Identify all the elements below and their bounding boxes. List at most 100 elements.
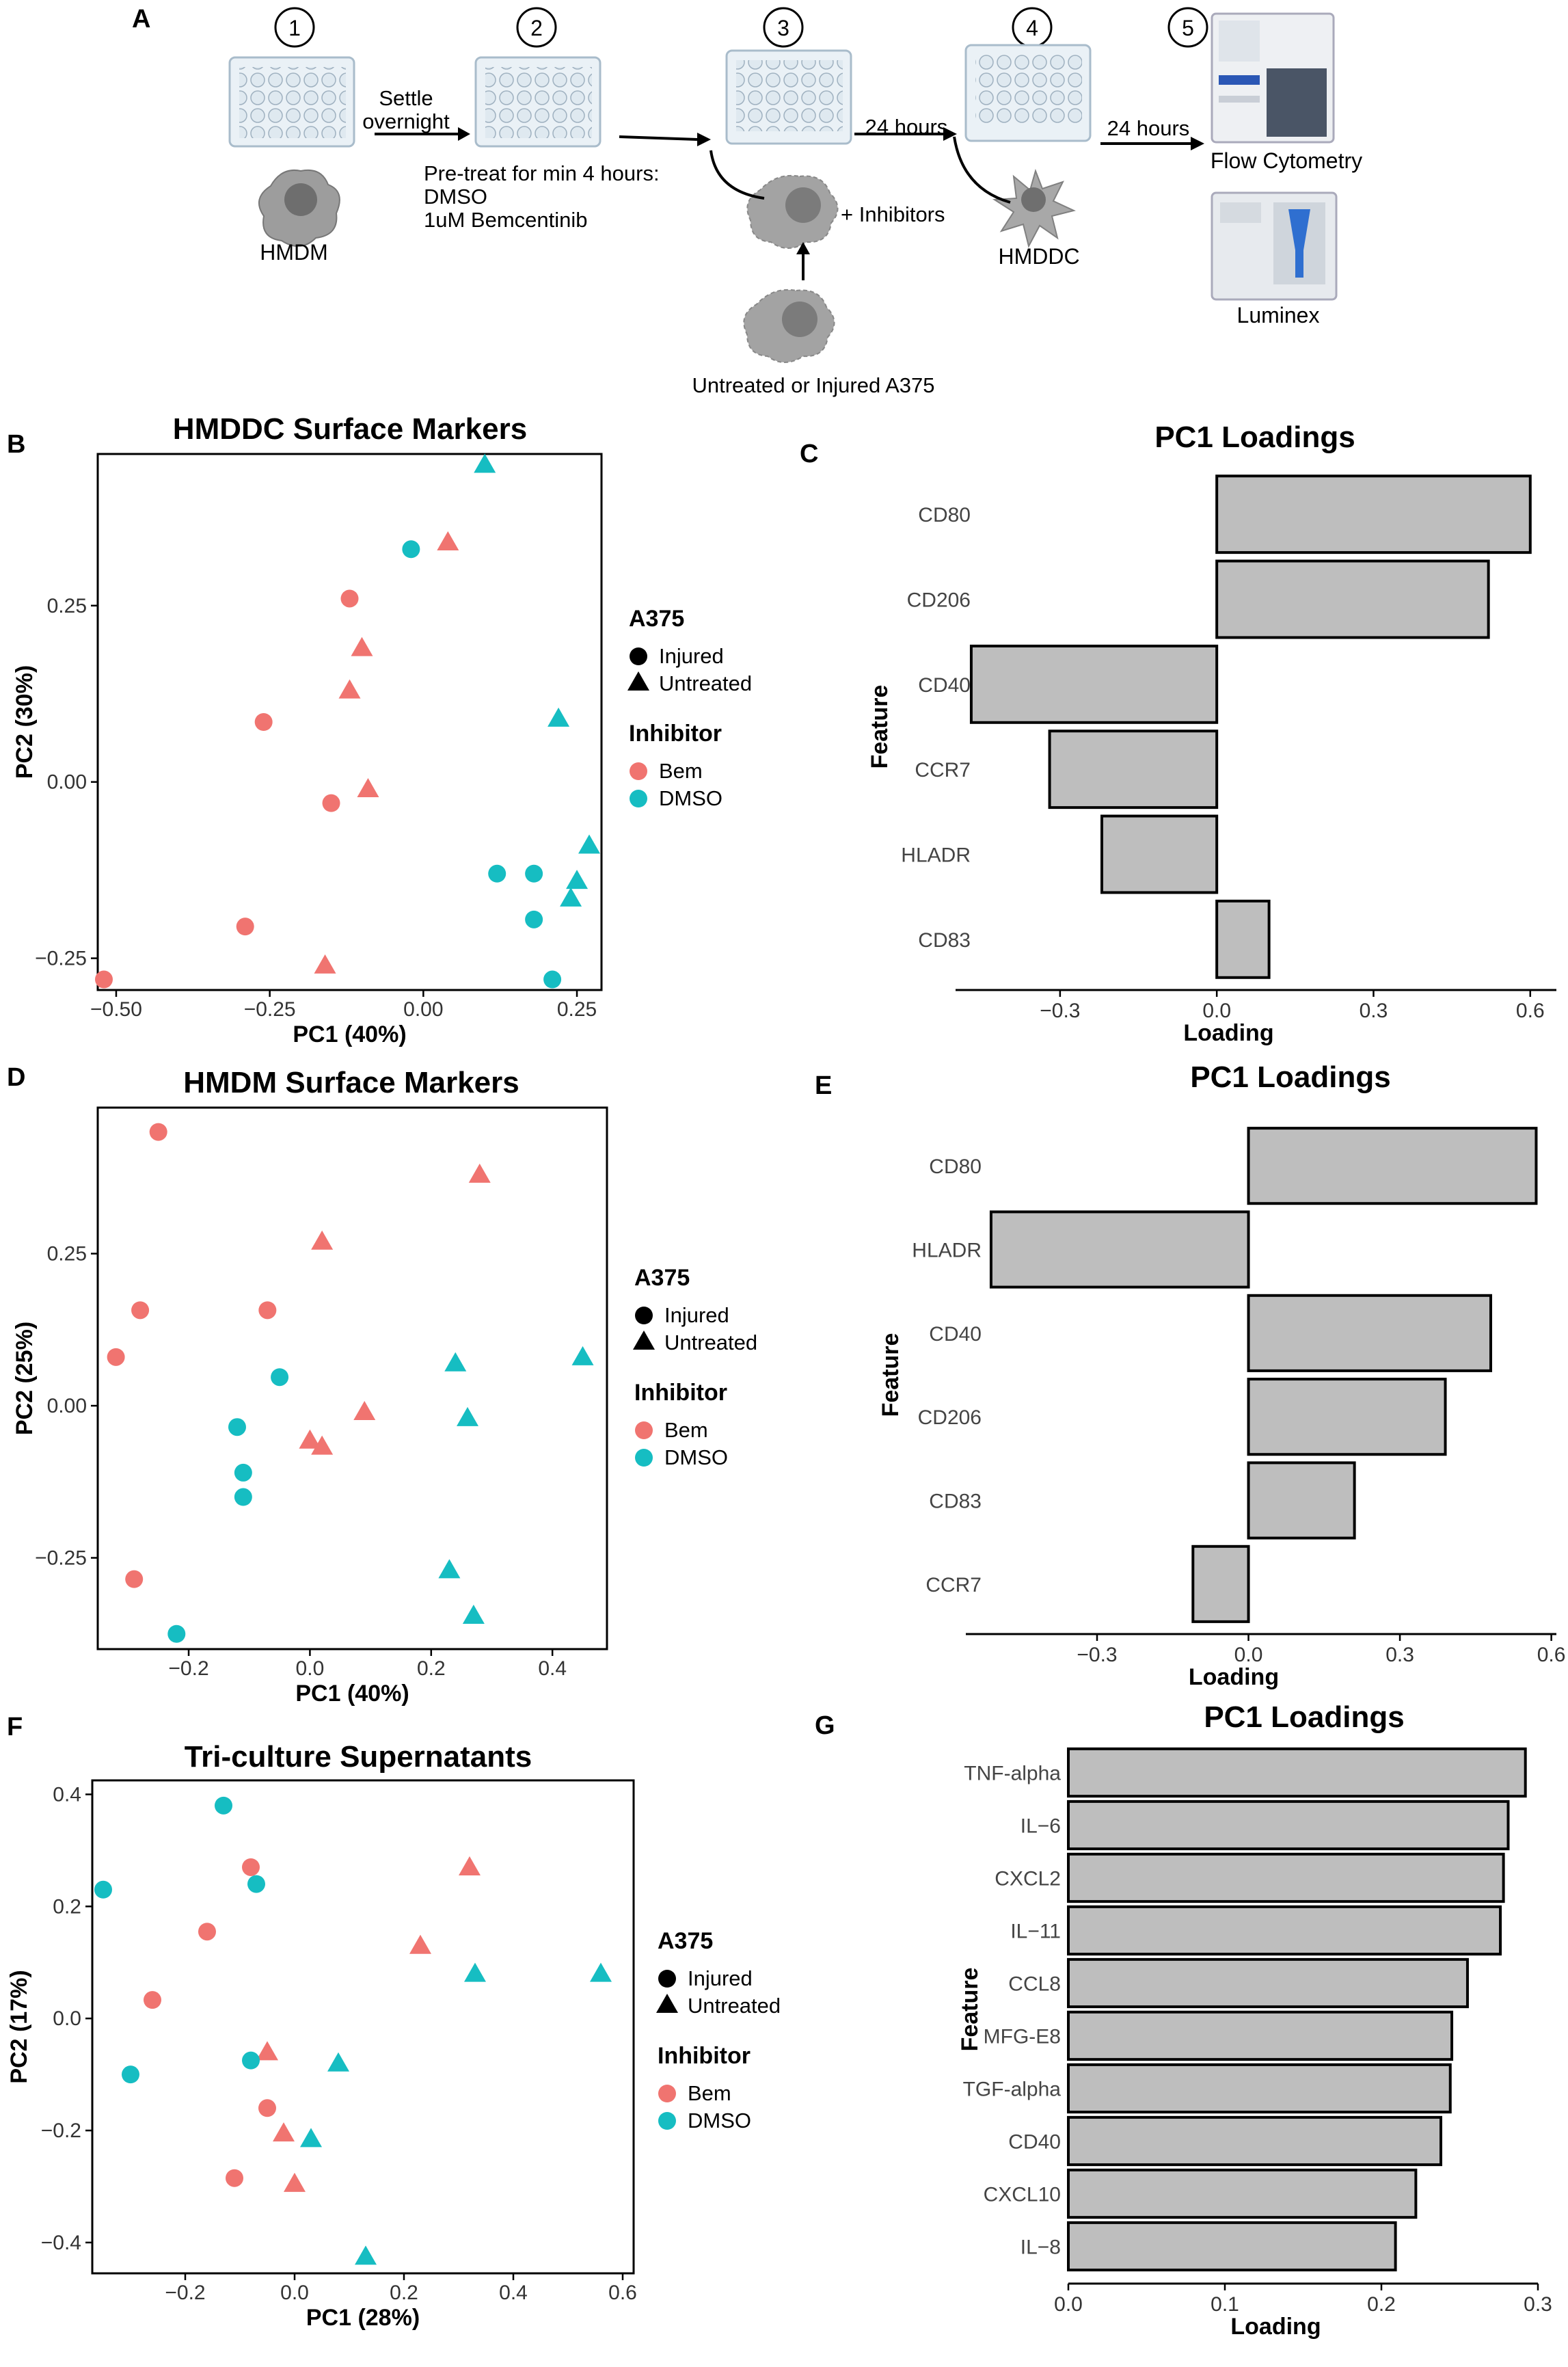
category-label: CD40	[1008, 2131, 1061, 2154]
plot-frame	[96, 453, 603, 991]
chart-title: Tri-culture Supernatants	[185, 1740, 532, 1774]
data-point-circle	[525, 910, 543, 928]
x-tick-label: 0.6	[1516, 1000, 1545, 1022]
data-point-circle	[167, 1624, 186, 1643]
category-label: CD80	[918, 504, 971, 526]
settle-text-line2: overnight	[362, 109, 450, 133]
bar-mfg-e8	[1067, 2010, 1454, 2061]
legend-triangle-symbol	[656, 1994, 678, 2013]
data-point-circle	[228, 1418, 246, 1436]
x-tick-label: −0.2	[165, 2282, 205, 2304]
tumor-cell-icon	[746, 174, 839, 249]
bar-hladr	[1100, 814, 1219, 894]
legend-injured-label: Injured	[688, 1966, 753, 1990]
y-axis-label: Feature	[957, 1968, 983, 2052]
x-tick-label: 0.2	[417, 1657, 446, 1680]
x-axis-label: Loading	[1183, 1020, 1273, 1046]
luminex-icon	[1211, 191, 1338, 301]
step-3-number: 3	[777, 16, 789, 40]
panel-label-d: D	[7, 1063, 25, 1092]
hours-label-1: 24 hours	[865, 115, 948, 139]
y-tick-label: 0.00	[47, 1395, 87, 1417]
data-point-circle	[94, 970, 113, 989]
bar-cd83	[1215, 899, 1271, 979]
category-label: IL−8	[1020, 2236, 1061, 2259]
legend-circle-symbol	[658, 1970, 676, 1988]
legend-bem-label: Bem	[688, 2081, 731, 2105]
bar-ccr7	[1191, 1544, 1250, 1623]
x-tick-label: 0.0	[296, 1657, 325, 1680]
bar-cd206	[1247, 1378, 1447, 1456]
bar-cxcl2	[1067, 1852, 1505, 1903]
bar-hladr	[989, 1210, 1250, 1289]
x-tick-label: 0.0	[280, 2282, 309, 2304]
category-label: IL−6	[1020, 1815, 1061, 1838]
dendritic-cell-icon	[992, 168, 1076, 248]
legend-dmso-symbol	[635, 1449, 653, 1467]
luminex-label: Luminex	[1237, 303, 1320, 327]
legend-bem-label: Bem	[664, 1418, 708, 1442]
data-point-triangle	[560, 887, 582, 907]
category-label: CD206	[918, 1406, 982, 1429]
legend-untreated-label: Untreated	[688, 1994, 781, 2018]
data-point-triangle	[357, 778, 379, 797]
data-point-circle	[234, 1463, 252, 1482]
legend-bem-symbol	[630, 762, 647, 780]
y-axis-label: PC2 (25%)	[12, 1322, 38, 1435]
y-tick-label: −0.25	[35, 1547, 87, 1570]
y-tick-label: −0.2	[41, 2119, 81, 2142]
step-1-number: 1	[288, 16, 301, 40]
data-point-triangle	[314, 954, 336, 974]
data-point-triangle	[464, 1962, 486, 1982]
x-tick-label: −0.2	[168, 1657, 208, 1680]
data-point-circle	[236, 918, 254, 936]
data-point-circle	[525, 864, 543, 883]
category-label: TNF-alpha	[964, 1763, 1061, 1785]
category-label: CD80	[929, 1155, 982, 1178]
chart-triculture-scatter: Tri-culture Supernatants −0.2 0.0 0.2 0.4 0.6…	[6, 1740, 781, 2331]
well-plate-icon	[228, 56, 355, 148]
panel-label-f: F	[7, 1713, 23, 1741]
data-point-circle	[144, 1991, 161, 2009]
settle-text-line1: Settle	[379, 86, 433, 110]
data-point-triangle	[327, 2052, 349, 2072]
category-label: IL−11	[1010, 1921, 1061, 1943]
chart-triculture-loadings: PC1 Loadings TNF-alpha IL−6 CXCL2 IL−11 CCL8 M…	[957, 1700, 1552, 2340]
data-point-triangle	[548, 707, 570, 727]
tumor-cell-icon	[743, 289, 835, 363]
x-tick-label: 0.0	[1234, 1644, 1263, 1666]
bar-il-6	[1067, 1800, 1510, 1851]
data-point-triangle	[284, 2172, 306, 2192]
chart-hmddc-scatter: HMDDC Surface Markers −0.50 −0.25 0.00 0.25 −…	[12, 412, 752, 1047]
x-tick-label: −0.3	[1077, 1644, 1117, 1666]
y-tick-label: 0.25	[47, 595, 87, 617]
data-point-circle	[258, 2099, 276, 2117]
bar-cd40	[1247, 1294, 1492, 1372]
category-label: CCL8	[1008, 1973, 1061, 1996]
data-point-triangle	[355, 2245, 377, 2265]
a375-label: Untreated or Injured A375	[692, 373, 934, 397]
legend-injured-label: Injured	[664, 1303, 729, 1327]
step-5-marker: 5	[1167, 7, 1208, 48]
x-tick-label: 0.3	[1524, 2293, 1552, 2316]
data-point-triangle	[438, 1559, 461, 1579]
chart-hmdm-loadings: PC1 Loadings CD80 HLADR CD40 CD206 CD83 CCR7 −0…	[878, 1060, 1565, 1690]
panel-label-c: C	[800, 440, 818, 468]
data-point-triangle	[578, 834, 601, 854]
legend-title-a375: A375	[634, 1265, 690, 1291]
x-tick-label: −0.50	[90, 998, 142, 1021]
legend-dmso-symbol	[658, 2112, 676, 2130]
flow-cytometry-label: Flow Cytometry	[1211, 148, 1362, 173]
data-point-circle	[107, 1348, 125, 1366]
data-point-circle	[247, 1875, 265, 1893]
data-point-circle	[125, 1570, 144, 1588]
legend-bem-symbol	[658, 2085, 676, 2102]
x-tick-label: −0.3	[1040, 1000, 1080, 1022]
data-point-triangle	[300, 2128, 322, 2148]
data-point-triangle	[468, 1163, 491, 1183]
bar-tnf-alpha	[1067, 1747, 1527, 1798]
panel-label-g: G	[815, 1711, 835, 1740]
legend-title-inhibitor: Inhibitor	[629, 721, 722, 747]
legend-dmso-label: DMSO	[664, 1445, 728, 1469]
